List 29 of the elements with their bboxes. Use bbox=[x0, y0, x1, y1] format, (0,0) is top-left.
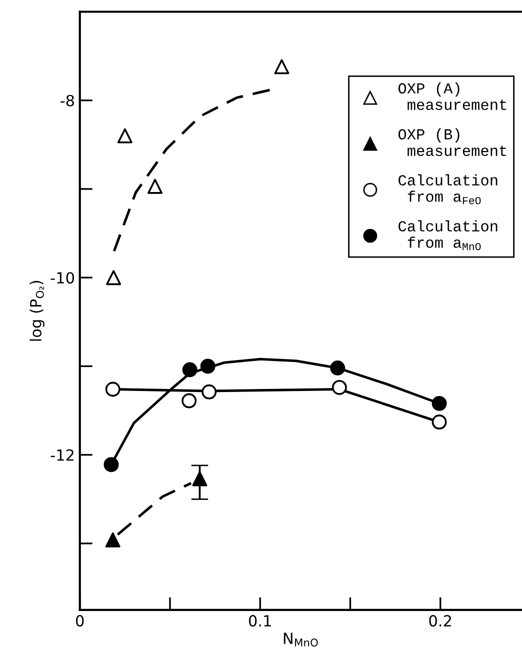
point bbox=[330, 360, 346, 376]
point bbox=[106, 270, 122, 286]
y-axis-title: log (P$_{O₂}$) bbox=[30, 280, 44, 341]
y-tick-label: -10 bbox=[50, 272, 74, 284]
point bbox=[332, 380, 347, 395]
legend-label: Calculation from a$_{FeO}$ bbox=[398, 174, 498, 204]
point bbox=[105, 532, 120, 548]
point bbox=[148, 178, 163, 194]
x-axis-title: N$_{MnO}$ bbox=[284, 632, 318, 647]
point bbox=[182, 393, 197, 408]
legend-label: Calculation from a$_{MnO}$ bbox=[398, 220, 498, 250]
point bbox=[117, 128, 132, 144]
y-tick-label: -8 bbox=[60, 94, 74, 106]
x-tick-label: 0.2 bbox=[429, 615, 451, 627]
line-series bbox=[112, 88, 272, 252]
point bbox=[105, 382, 120, 397]
point bbox=[192, 471, 208, 486]
point bbox=[432, 414, 447, 430]
x-tick-label: 0.1 bbox=[248, 615, 271, 627]
point bbox=[182, 362, 198, 378]
y-tick-label: -12 bbox=[50, 449, 74, 461]
legend-label: OXP (B) measurement bbox=[398, 128, 506, 156]
x-tick-label: 0 bbox=[76, 615, 84, 627]
point bbox=[274, 59, 290, 74]
point bbox=[432, 396, 447, 411]
legend-label: OXP (A) measurement bbox=[398, 82, 506, 110]
point bbox=[202, 384, 217, 400]
point bbox=[104, 457, 119, 472]
point bbox=[200, 358, 216, 374]
